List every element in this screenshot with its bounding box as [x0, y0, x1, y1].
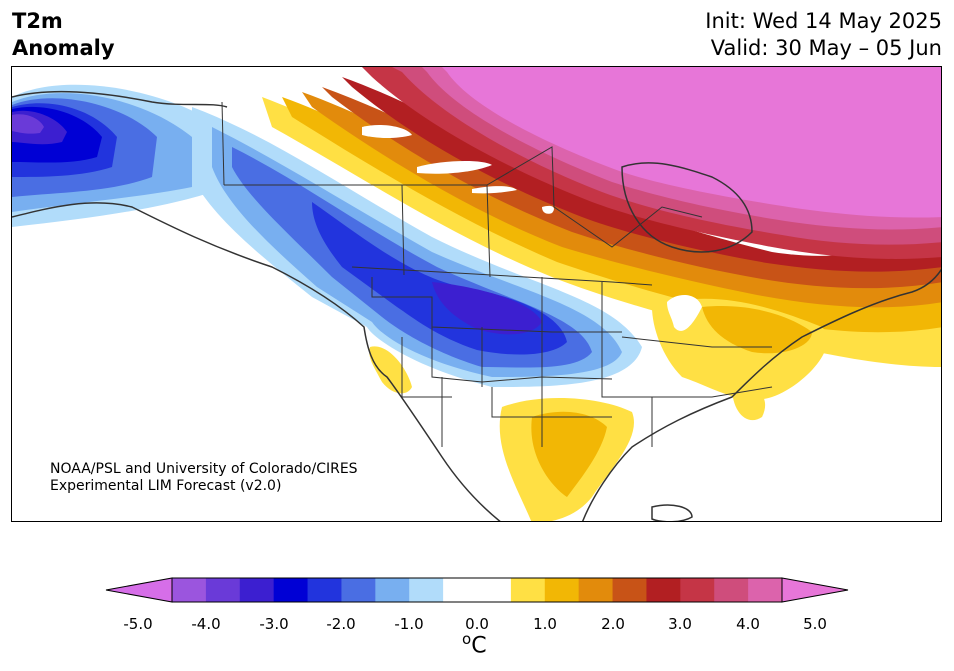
colorbar-segment — [714, 578, 749, 602]
colorbar-segment — [477, 578, 512, 602]
colorbar — [105, 577, 849, 603]
warm-anomaly-us — [369, 298, 828, 521]
cold-anomaly-west — [192, 107, 642, 387]
forecast-dates: Init: Wed 14 May 2025 Valid: 30 May – 05… — [705, 8, 942, 62]
colorbar-segments — [172, 578, 783, 602]
unit-degree: o — [462, 630, 472, 648]
map-title: T2m Anomaly — [12, 8, 115, 62]
colorbar-segment — [510, 578, 546, 602]
credit-line-2: Experimental LIM Forecast (v2.0) — [50, 478, 282, 494]
colorbar-left-extend — [105, 577, 173, 603]
anomaly-map: NOAA/PSL and University of Colorado/CIRE… — [11, 66, 942, 522]
tick-label: 3.0 — [668, 615, 692, 633]
colorbar-segment — [205, 578, 241, 602]
colorbar-segment — [239, 578, 275, 602]
tick-label: -3.0 — [259, 615, 289, 633]
valid-date: Valid: 30 May – 05 Jun — [710, 36, 942, 60]
colorbar-segment — [578, 578, 614, 602]
boundaries — [221, 101, 773, 447]
tick-label: 2.0 — [601, 615, 625, 633]
colorbar-segment — [748, 578, 783, 602]
title-line-1: T2m — [12, 9, 63, 33]
tick-label: 4.0 — [736, 615, 760, 633]
tick-label: 5.0 — [803, 615, 827, 633]
init-date: Init: Wed 14 May 2025 — [705, 9, 942, 33]
colorbar-segment — [172, 578, 207, 602]
colorbar-segment — [273, 578, 309, 602]
colorbar-segment — [409, 578, 444, 602]
tick-label: -5.0 — [123, 615, 153, 633]
colorbar-tick-labels: -5.0 -4.0 -3.0 -2.0 -1.0 0.0 1.0 2.0 3.0… — [0, 615, 954, 635]
colorbar-segment — [646, 578, 681, 602]
map-canvas — [12, 67, 941, 521]
colorbar-segment — [544, 578, 580, 602]
tick-label: 0.0 — [465, 615, 489, 633]
tick-label: -4.0 — [191, 615, 221, 633]
tick-label: -2.0 — [326, 615, 356, 633]
colorbar-right-extend — [781, 577, 849, 603]
tick-label: 1.0 — [533, 615, 557, 633]
colorbar-segment — [341, 578, 376, 602]
colorbar-segment — [307, 578, 342, 602]
tick-label: -1.0 — [394, 615, 424, 633]
colorbar-segment — [612, 578, 647, 602]
colorbar-segment — [375, 578, 410, 602]
title-line-2: Anomaly — [12, 36, 115, 60]
cold-anomaly-alaska — [12, 84, 227, 228]
coastlines — [12, 90, 941, 521]
credit-text: NOAA/PSL and University of Colorado/CIRE… — [50, 461, 358, 495]
colorbar-unit: oC — [462, 630, 487, 658]
unit-celsius: C — [471, 633, 487, 659]
lakes — [362, 124, 702, 331]
colorbar-frame — [171, 577, 783, 603]
colorbar-segment — [680, 578, 715, 602]
credit-line-1: NOAA/PSL and University of Colorado/CIRE… — [50, 461, 358, 477]
colorbar-segment — [443, 578, 478, 602]
